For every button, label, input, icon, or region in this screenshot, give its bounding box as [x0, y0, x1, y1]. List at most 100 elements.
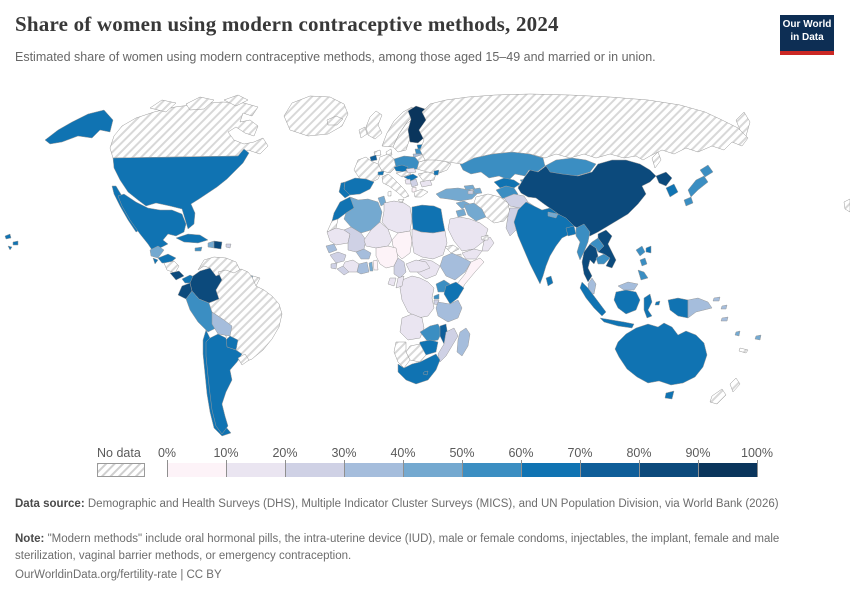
country-sri-lanka[interactable]: [545, 275, 554, 287]
country-philippines-mindanao[interactable]: [637, 269, 649, 281]
country-india[interactable]: [513, 201, 575, 285]
country-ireland[interactable]: [358, 126, 368, 139]
country-cameroon[interactable]: [393, 257, 407, 279]
country-costa-rica[interactable]: [169, 270, 185, 281]
country-italy[interactable]: [381, 173, 410, 199]
country-nepal[interactable]: [547, 211, 559, 219]
country-indonesia-java[interactable]: [599, 317, 635, 329]
country-taiwan[interactable]: [645, 245, 652, 254]
country-hawaii-1[interactable]: [4, 233, 12, 240]
country-philippines-luzon[interactable]: [635, 245, 646, 257]
country-dominican-republic[interactable]: [213, 240, 223, 250]
country-spain[interactable]: [343, 177, 375, 196]
country-ecuador[interactable]: [177, 282, 193, 300]
legend-colorbar[interactable]: [167, 463, 757, 477]
country-canada-arctic-3[interactable]: [223, 94, 249, 107]
country-guinea[interactable]: [329, 251, 347, 264]
country-jamaica[interactable]: [194, 246, 203, 252]
country-hawaii-2[interactable]: [12, 240, 19, 246]
country-moldova[interactable]: [433, 169, 440, 176]
country-argentina[interactable]: [205, 333, 243, 435]
country-russia-wrap[interactable]: [843, 198, 850, 213]
country-bosnia[interactable]: [404, 178, 412, 185]
country-cambodia[interactable]: [595, 253, 611, 265]
country-congo[interactable]: [395, 275, 405, 289]
country-yemen[interactable]: [461, 248, 483, 260]
country-new-caledonia[interactable]: [738, 347, 749, 354]
country-usa[interactable]: [112, 148, 250, 230]
country-canada[interactable]: [109, 101, 269, 159]
country-kenya[interactable]: [443, 281, 465, 305]
country-uruguay[interactable]: [237, 353, 250, 366]
country-iceland[interactable]: [326, 115, 344, 126]
country-south-korea[interactable]: [665, 183, 679, 198]
country-canada-arctic-1[interactable]: [149, 99, 177, 113]
country-belgium[interactable]: [369, 154, 378, 162]
legend-bin-0-10%[interactable]: [167, 463, 226, 477]
country-lesotho[interactable]: [422, 370, 429, 376]
citation-link[interactable]: OurWorldinData.org/fertility-rate | CC B…: [15, 569, 222, 581]
country-australia-tasmania[interactable]: [664, 390, 675, 400]
country-japan-honshu[interactable]: [687, 175, 709, 198]
country-japan-kyushu[interactable]: [683, 196, 694, 207]
legend-bin-50-60%[interactable]: [462, 463, 521, 477]
country-turkey[interactable]: [435, 187, 479, 202]
country-north-korea[interactable]: [655, 171, 673, 187]
country-png-island-2[interactable]: [720, 304, 728, 310]
country-new-zealand-south[interactable]: [709, 388, 727, 405]
country-ghana[interactable]: [356, 261, 370, 275]
country-somalia[interactable]: [456, 257, 485, 295]
legend-no-data-swatch[interactable]: [97, 463, 145, 477]
country-indonesia-maluku[interactable]: [654, 300, 661, 306]
country-indonesia-sulawesi[interactable]: [643, 293, 653, 319]
country-indonesia-papua[interactable]: [667, 297, 689, 319]
country-jordan[interactable]: [455, 208, 467, 218]
legend-bin-60-70%[interactable]: [521, 463, 580, 477]
country-png-island-1[interactable]: [712, 296, 721, 302]
country-mexico[interactable]: [117, 193, 187, 251]
country-indonesia-kalimantan[interactable]: [613, 289, 641, 315]
country-netherlands[interactable]: [373, 149, 382, 157]
country-el-salvador[interactable]: [152, 257, 159, 265]
country-nicaragua[interactable]: [163, 260, 180, 274]
country-oman[interactable]: [481, 236, 495, 252]
country-mali[interactable]: [343, 226, 367, 253]
legend-bin-70-80%[interactable]: [580, 463, 639, 477]
country-iran[interactable]: [473, 193, 511, 224]
legend-bin-40-50%[interactable]: [403, 463, 462, 477]
country-tanzania[interactable]: [435, 299, 463, 323]
country-gabon[interactable]: [387, 277, 397, 287]
country-solomon-islands[interactable]: [720, 316, 729, 322]
country-indonesia-sumatra[interactable]: [579, 281, 607, 317]
country-ethiopia[interactable]: [439, 252, 472, 281]
country-hawaii-3[interactable]: [7, 245, 13, 251]
country-honduras[interactable]: [157, 253, 177, 264]
country-austria[interactable]: [395, 170, 412, 178]
country-guatemala[interactable]: [149, 245, 165, 259]
country-rwanda[interactable]: [433, 293, 440, 300]
country-south-africa[interactable]: [397, 353, 441, 385]
country-alaska[interactable]: [44, 109, 114, 145]
country-bangladesh[interactable]: [565, 225, 577, 237]
country-vietnam[interactable]: [597, 229, 617, 269]
country-papua-new-guinea[interactable]: [687, 297, 713, 319]
country-bulgaria[interactable]: [419, 179, 433, 188]
country-puerto-rico[interactable]: [225, 243, 232, 249]
country-philippines-visayas[interactable]: [639, 257, 648, 267]
country-madagascar[interactable]: [456, 327, 471, 357]
country-sierra-leone[interactable]: [330, 262, 338, 270]
legend-bin-80-90%[interactable]: [639, 463, 698, 477]
country-central-african-republic[interactable]: [405, 259, 431, 273]
country-romania[interactable]: [417, 171, 437, 183]
country-togo[interactable]: [368, 261, 374, 272]
country-vanuatu[interactable]: [734, 330, 741, 337]
country-eritrea[interactable]: [444, 244, 460, 254]
country-uzbekistan[interactable]: [493, 177, 521, 189]
country-mozambique[interactable]: [437, 327, 459, 363]
country-greenland[interactable]: [283, 95, 349, 137]
country-portugal[interactable]: [338, 181, 351, 199]
legend-bin-30-40%[interactable]: [344, 463, 403, 477]
country-malaysia-borneo[interactable]: [617, 281, 639, 291]
legend-bin-90-100%[interactable]: [698, 463, 757, 477]
country-russia-sakhalin[interactable]: [651, 151, 662, 169]
